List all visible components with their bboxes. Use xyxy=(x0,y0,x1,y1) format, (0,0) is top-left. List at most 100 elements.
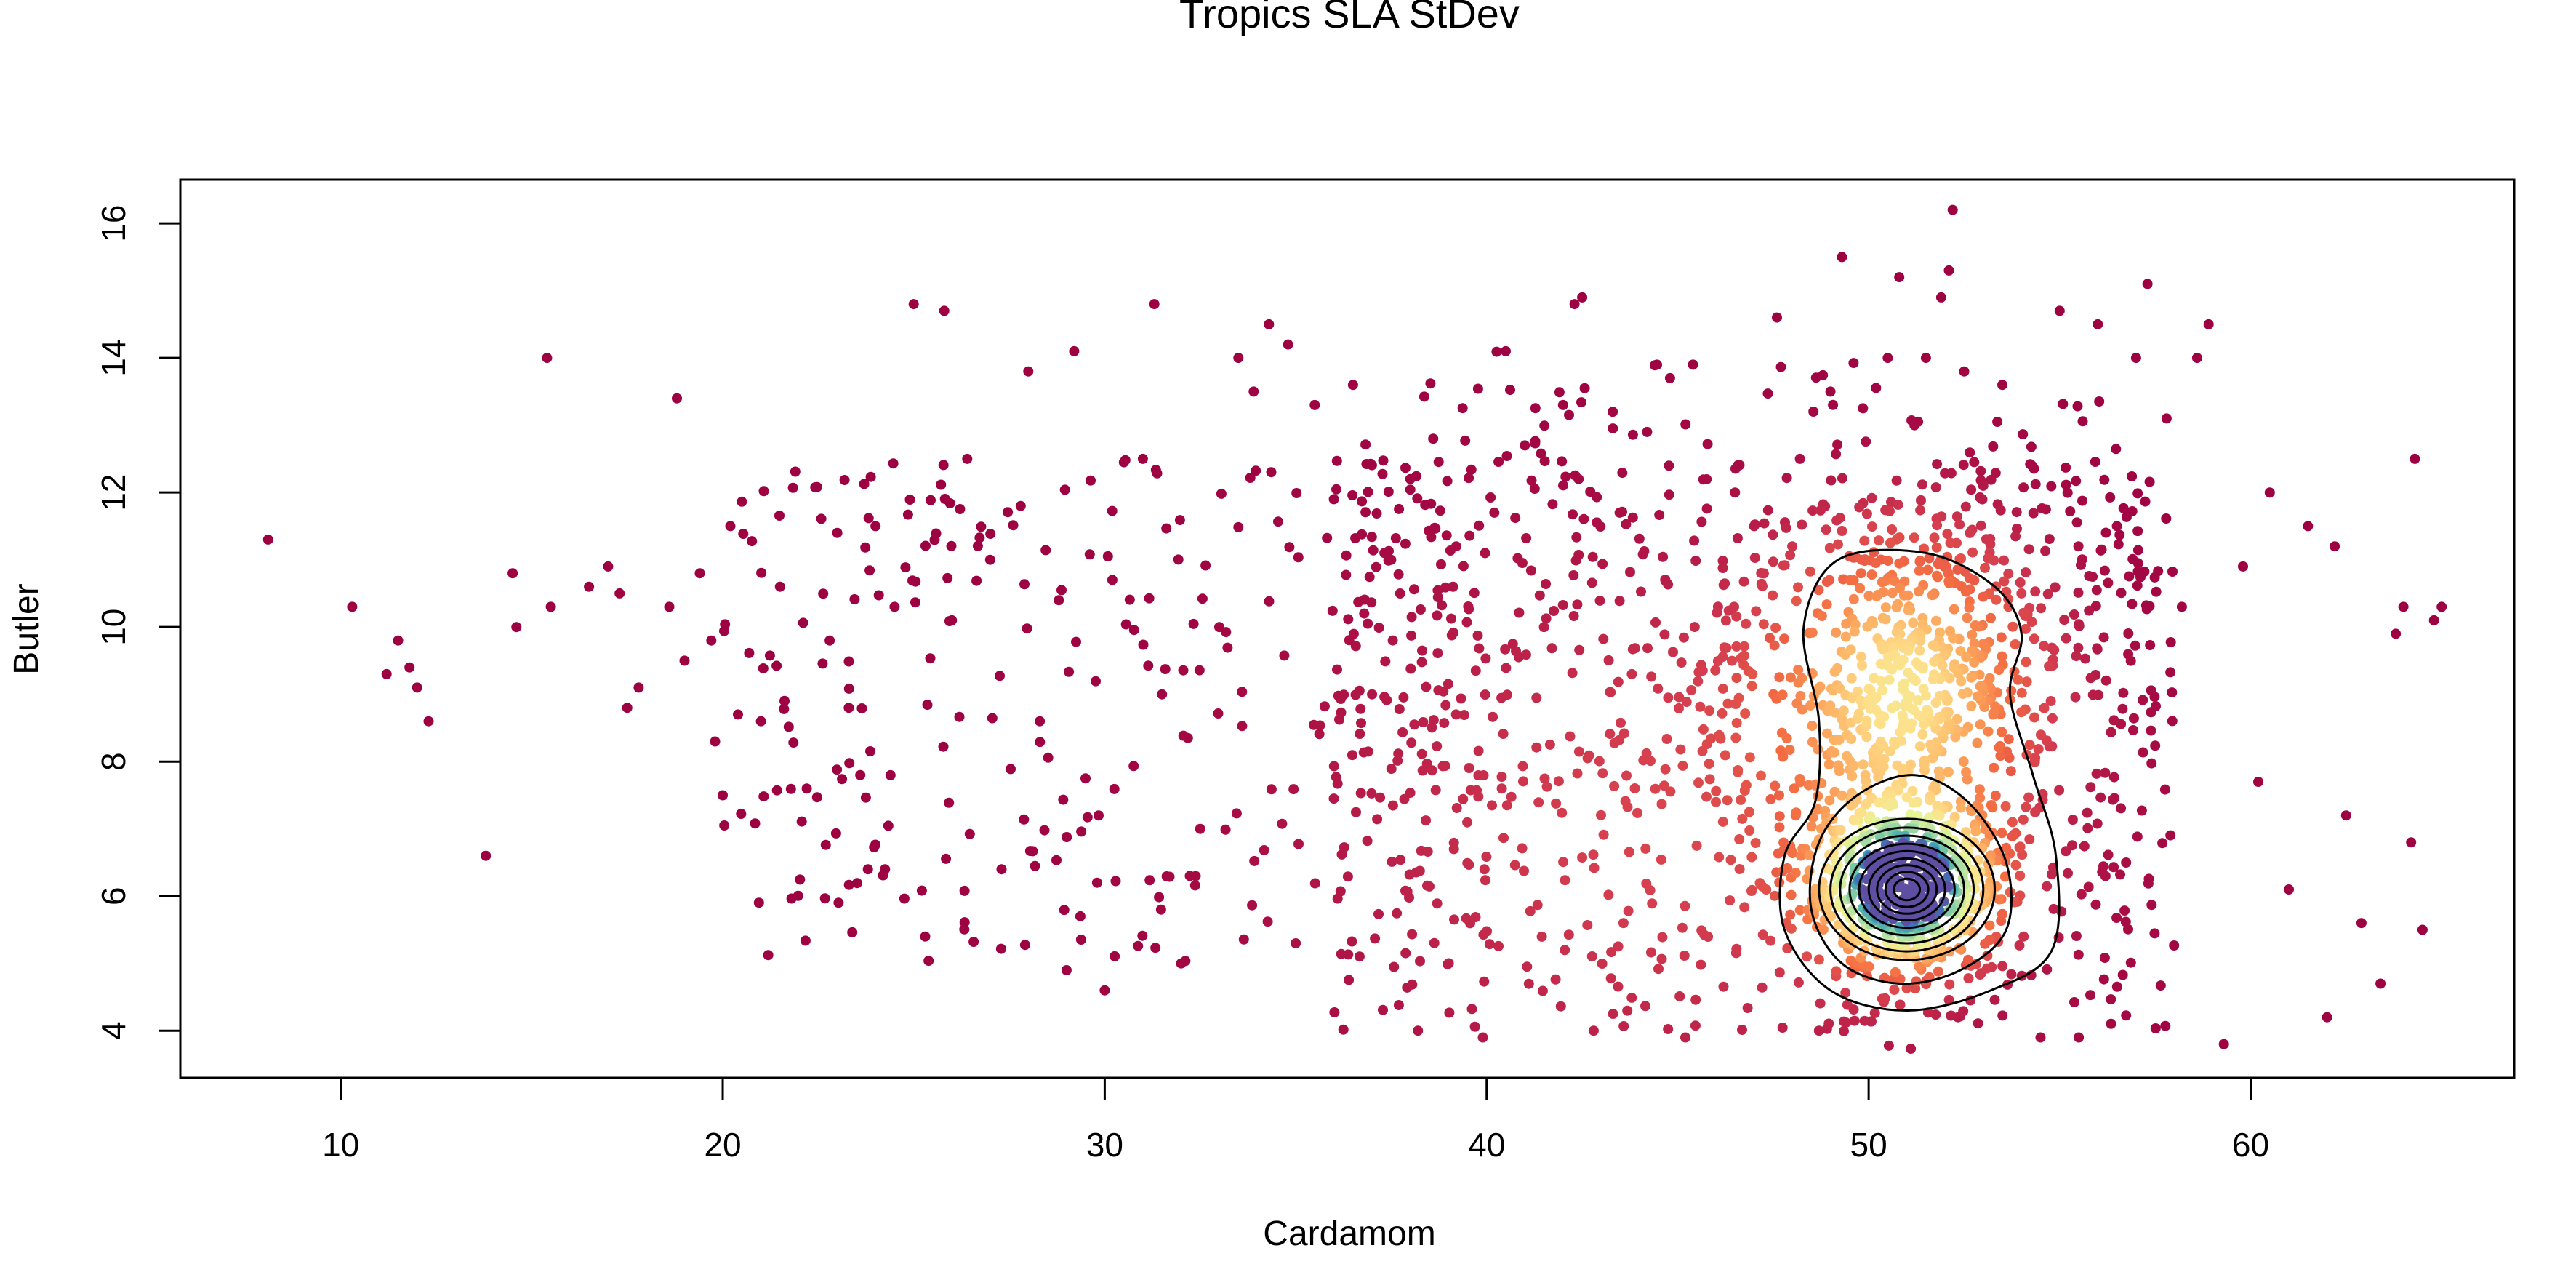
data-point xyxy=(1975,681,1986,692)
data-point xyxy=(1359,608,1370,619)
y-axis: 4 6 8 10 12 14 16 xyxy=(95,205,182,1040)
data-point xyxy=(2087,689,2098,700)
data-point xyxy=(2015,871,2026,881)
data-point xyxy=(1407,979,1418,990)
data-point xyxy=(1782,863,1793,873)
data-point xyxy=(2330,541,2340,552)
data-point xyxy=(1722,795,1733,806)
data-point xyxy=(1432,610,1443,621)
data-point xyxy=(1774,967,1785,978)
data-point xyxy=(2108,794,2119,805)
data-point xyxy=(1725,855,1736,865)
data-point xyxy=(1579,383,1590,393)
data-point xyxy=(1517,843,1528,854)
data-point xyxy=(1909,532,1919,543)
data-point xyxy=(1408,584,1419,595)
data-point xyxy=(1933,559,1943,569)
data-point xyxy=(1059,484,1070,495)
data-point xyxy=(1653,964,1664,975)
data-point xyxy=(738,529,749,539)
data-point xyxy=(1981,963,1992,974)
data-point xyxy=(926,495,936,505)
data-point xyxy=(2125,957,2136,968)
data-point xyxy=(1877,577,1887,588)
data-point xyxy=(976,521,987,532)
data-point xyxy=(1110,951,1120,961)
data-point xyxy=(1721,642,1732,653)
data-point xyxy=(1959,841,1970,852)
data-point xyxy=(1833,760,1844,771)
data-point xyxy=(2062,487,2073,498)
data-point xyxy=(2080,653,2090,664)
contour-line xyxy=(1893,877,1922,902)
data-point xyxy=(1914,741,1925,752)
data-point xyxy=(725,521,736,532)
data-point xyxy=(1714,852,1725,863)
data-point xyxy=(1550,974,1561,985)
data-point xyxy=(1770,623,1781,633)
data-point xyxy=(2035,1032,2046,1043)
data-point xyxy=(1322,532,1333,543)
data-point xyxy=(1395,855,1406,865)
data-point xyxy=(1761,884,1772,895)
data-point xyxy=(1908,617,1919,628)
data-point xyxy=(1547,499,1558,510)
data-point xyxy=(1538,622,1549,633)
data-point xyxy=(1368,545,1379,556)
data-point xyxy=(1737,1025,1747,1035)
data-point xyxy=(1293,839,1304,849)
data-point xyxy=(2047,642,2057,653)
data-point xyxy=(1689,622,1700,633)
data-point xyxy=(1697,665,1708,676)
data-point xyxy=(2130,353,2141,364)
data-point xyxy=(2029,712,2039,723)
data-point xyxy=(1059,905,1070,916)
data-point xyxy=(1718,580,1729,591)
x-tick-label: 30 xyxy=(1086,1126,1123,1164)
data-point xyxy=(1636,586,1646,597)
data-point xyxy=(2238,561,2248,572)
data-point xyxy=(1618,918,1629,929)
data-point xyxy=(614,588,625,599)
data-point xyxy=(865,471,876,482)
data-point xyxy=(2010,531,2021,542)
data-point xyxy=(1558,480,1568,491)
data-point xyxy=(1891,602,1902,613)
data-point xyxy=(1400,463,1411,473)
data-point xyxy=(1338,1024,1349,1035)
data-point xyxy=(864,565,875,576)
y-tick-label: 6 xyxy=(95,887,132,905)
data-point xyxy=(1653,683,1664,694)
data-point xyxy=(1686,685,1697,695)
data-point xyxy=(1949,812,1960,823)
data-point xyxy=(1347,936,1357,947)
data-point xyxy=(2165,830,2176,841)
data-point xyxy=(1448,581,1458,592)
data-point xyxy=(1481,852,1492,862)
data-point xyxy=(1027,846,1038,857)
data-point xyxy=(603,561,614,572)
data-point xyxy=(2146,685,2156,696)
data-point xyxy=(1400,538,1411,549)
data-point xyxy=(1779,633,1790,644)
data-point xyxy=(1690,556,1701,566)
data-point xyxy=(1855,652,1866,663)
data-point xyxy=(1757,982,1768,993)
data-point xyxy=(1731,943,1742,954)
data-point xyxy=(1960,501,1971,512)
data-point xyxy=(1541,613,1552,624)
data-point xyxy=(412,682,422,693)
data-point xyxy=(816,513,827,524)
data-point xyxy=(1249,855,1260,866)
data-point xyxy=(1663,692,1674,703)
data-point xyxy=(1677,760,1688,771)
data-point xyxy=(2132,526,2143,537)
data-point xyxy=(2132,831,2143,842)
data-point xyxy=(1500,644,1511,655)
data-point xyxy=(1826,911,1837,921)
data-point xyxy=(1887,524,1898,535)
data-point xyxy=(1969,657,1980,668)
data-point xyxy=(1573,746,1584,757)
data-point xyxy=(2091,768,2102,779)
